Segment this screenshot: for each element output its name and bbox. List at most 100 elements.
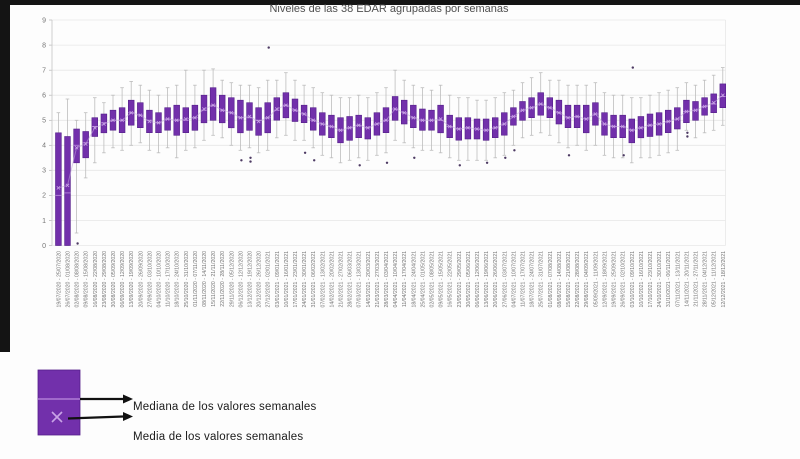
x-tick-label: 08/11/2020 - 14/11/2020	[202, 251, 208, 307]
x-tick-label: 27/06/2021 - 03/07/2021	[502, 251, 508, 308]
mean-x-marker	[120, 118, 124, 123]
x-tick-label: 17/10/2021 - 23/10/2021	[648, 251, 654, 308]
y-tick-label: 8	[42, 42, 46, 49]
mean-x-marker	[666, 119, 671, 124]
box	[628, 118, 636, 144]
mean-x-marker	[111, 118, 115, 123]
outlier-point	[249, 160, 252, 163]
x-tick-label: 18/07/2021 - 24/07/2021	[530, 251, 536, 308]
x-tick-label: 10/10/2021 - 16/10/2021	[639, 251, 645, 308]
mean-x-marker	[611, 124, 616, 129]
x-tick-label: 06/06/2021 - 12/06/2021	[475, 251, 481, 308]
x-tick-label: 25/10/2020 - 31/10/2020	[184, 251, 190, 308]
x-tick-label: 29/11/2020 - 05/12/2020	[229, 251, 235, 307]
outlier-point	[458, 164, 461, 167]
y-tick-label: 1	[42, 218, 46, 225]
mean-x-marker	[402, 110, 407, 115]
box	[555, 99, 563, 125]
x-tick-label: 07/03/2021 - 13/03/2021	[357, 251, 363, 308]
x-tick-label: 19/09/2021 - 25/09/2021	[612, 251, 618, 308]
outlier-point	[513, 149, 516, 152]
outlier-point	[686, 135, 689, 138]
mean-x-marker	[174, 118, 179, 123]
mean-x-marker	[566, 115, 570, 120]
x-tick-label: 02/08/2020 - 08/08/2020	[75, 251, 81, 308]
mean-x-marker	[156, 120, 161, 125]
mean-x-marker	[138, 113, 143, 118]
y-tick-label: 7	[42, 68, 46, 75]
mean-x-marker	[538, 102, 543, 106]
mean-trend-line	[58, 94, 724, 189]
x-tick-label: 24/01/2021 - 30/01/2021	[302, 251, 308, 308]
mean-x-marker	[529, 105, 534, 110]
y-tick-label: 2	[42, 193, 46, 200]
mean-x-marker	[456, 127, 461, 131]
mean-x-marker	[675, 117, 680, 121]
mean-x-marker	[102, 122, 106, 126]
mean-x-marker	[356, 123, 361, 128]
mean-x-marker	[238, 115, 243, 120]
x-tick-label: 28/11/2021 - 04/12/2021	[703, 251, 709, 307]
x-tick-label: 11/10/2020 - 17/10/2020	[166, 251, 172, 307]
x-tick-label: 21/02/2021 - 27/02/2021	[339, 251, 345, 308]
mean-x-marker	[256, 119, 261, 124]
mean-x-marker	[429, 118, 434, 123]
x-tick-label: 13/06/2021 - 19/06/2021	[484, 251, 490, 308]
box	[519, 101, 526, 121]
outlier-point	[686, 131, 689, 134]
mean-x-marker	[284, 103, 288, 108]
mean-x-marker	[602, 122, 607, 126]
x-tick-label: 19/07/2020 - 25/07/2020	[56, 251, 62, 308]
x-tick-label: 16/08/2020 - 22/08/2020	[93, 251, 99, 308]
outlier-point	[485, 161, 489, 164]
x-tick-label: 14/11/2021 - 20/11/2021	[684, 251, 690, 307]
mean-x-marker	[475, 127, 479, 131]
x-tick-label: 25/07/2021 - 31/07/2021	[539, 251, 545, 308]
mean-x-marker	[211, 103, 215, 108]
mean-x-marker	[584, 117, 589, 121]
y-tick-label: 3	[42, 168, 46, 175]
x-tick-label: 03/01/2021 - 09/01/2021	[275, 251, 281, 308]
box	[710, 93, 717, 114]
x-tick-label: 31/10/2021 - 06/11/2021	[666, 251, 672, 307]
mean-x-marker	[311, 118, 316, 123]
left-black-bar	[0, 0, 10, 352]
x-tick-label: 06/12/2020 - 12/12/2020	[238, 251, 244, 308]
mean-x-marker	[347, 125, 352, 130]
x-tick-label: 28/03/2021 - 03/04/2021	[384, 251, 390, 308]
mean-x-marker	[320, 122, 325, 126]
mean-x-marker	[520, 108, 525, 113]
mean-x-marker	[302, 112, 306, 116]
mean-x-marker	[502, 122, 507, 126]
mean-x-marker	[338, 128, 343, 133]
x-tick-label: 17/01/2021 - 23/01/2021	[293, 251, 299, 308]
box	[55, 132, 62, 246]
mean-x-marker	[466, 125, 470, 130]
outlier-point	[249, 156, 252, 159]
x-tick-label: 12/12/2021 - 18/12/2021	[721, 251, 727, 308]
x-tick-label: 01/11/2020 - 07/11/2020	[193, 251, 199, 307]
x-tick-label: 04/07/2021 - 10/07/2021	[511, 251, 517, 308]
legend-mean-label: Media de los valores semanales	[133, 431, 304, 443]
x-tick-label: 30/05/2021 - 05/06/2021	[466, 251, 472, 308]
mean-x-marker	[711, 100, 716, 105]
mean-x-marker	[393, 107, 397, 111]
mean-x-marker	[375, 122, 379, 126]
legend-median-label: Mediana de los valores semanales	[133, 401, 317, 413]
mean-x-marker	[83, 142, 88, 146]
x-tick-label: 25/04/2021 - 01/05/2021	[420, 251, 426, 308]
x-tick-label: 26/07/2020 - 01/08/2020	[66, 251, 72, 308]
mean-x-marker	[220, 108, 225, 113]
mean-arrow	[67, 415, 124, 420]
mean-x-marker	[129, 110, 134, 115]
x-tick-label: 16/05/2021 - 22/05/2021	[448, 251, 454, 308]
mean-x-marker	[593, 112, 598, 116]
median-arrow-head	[123, 394, 133, 404]
mean-x-marker	[274, 107, 279, 111]
x-tick-label: 18/04/2021 - 24/04/2021	[411, 251, 417, 308]
mean-x-marker	[657, 122, 661, 126]
outlier-point	[303, 151, 307, 154]
mean-x-marker	[247, 114, 252, 119]
outlier-point	[358, 164, 361, 167]
y-tick-label: 9	[42, 17, 46, 24]
